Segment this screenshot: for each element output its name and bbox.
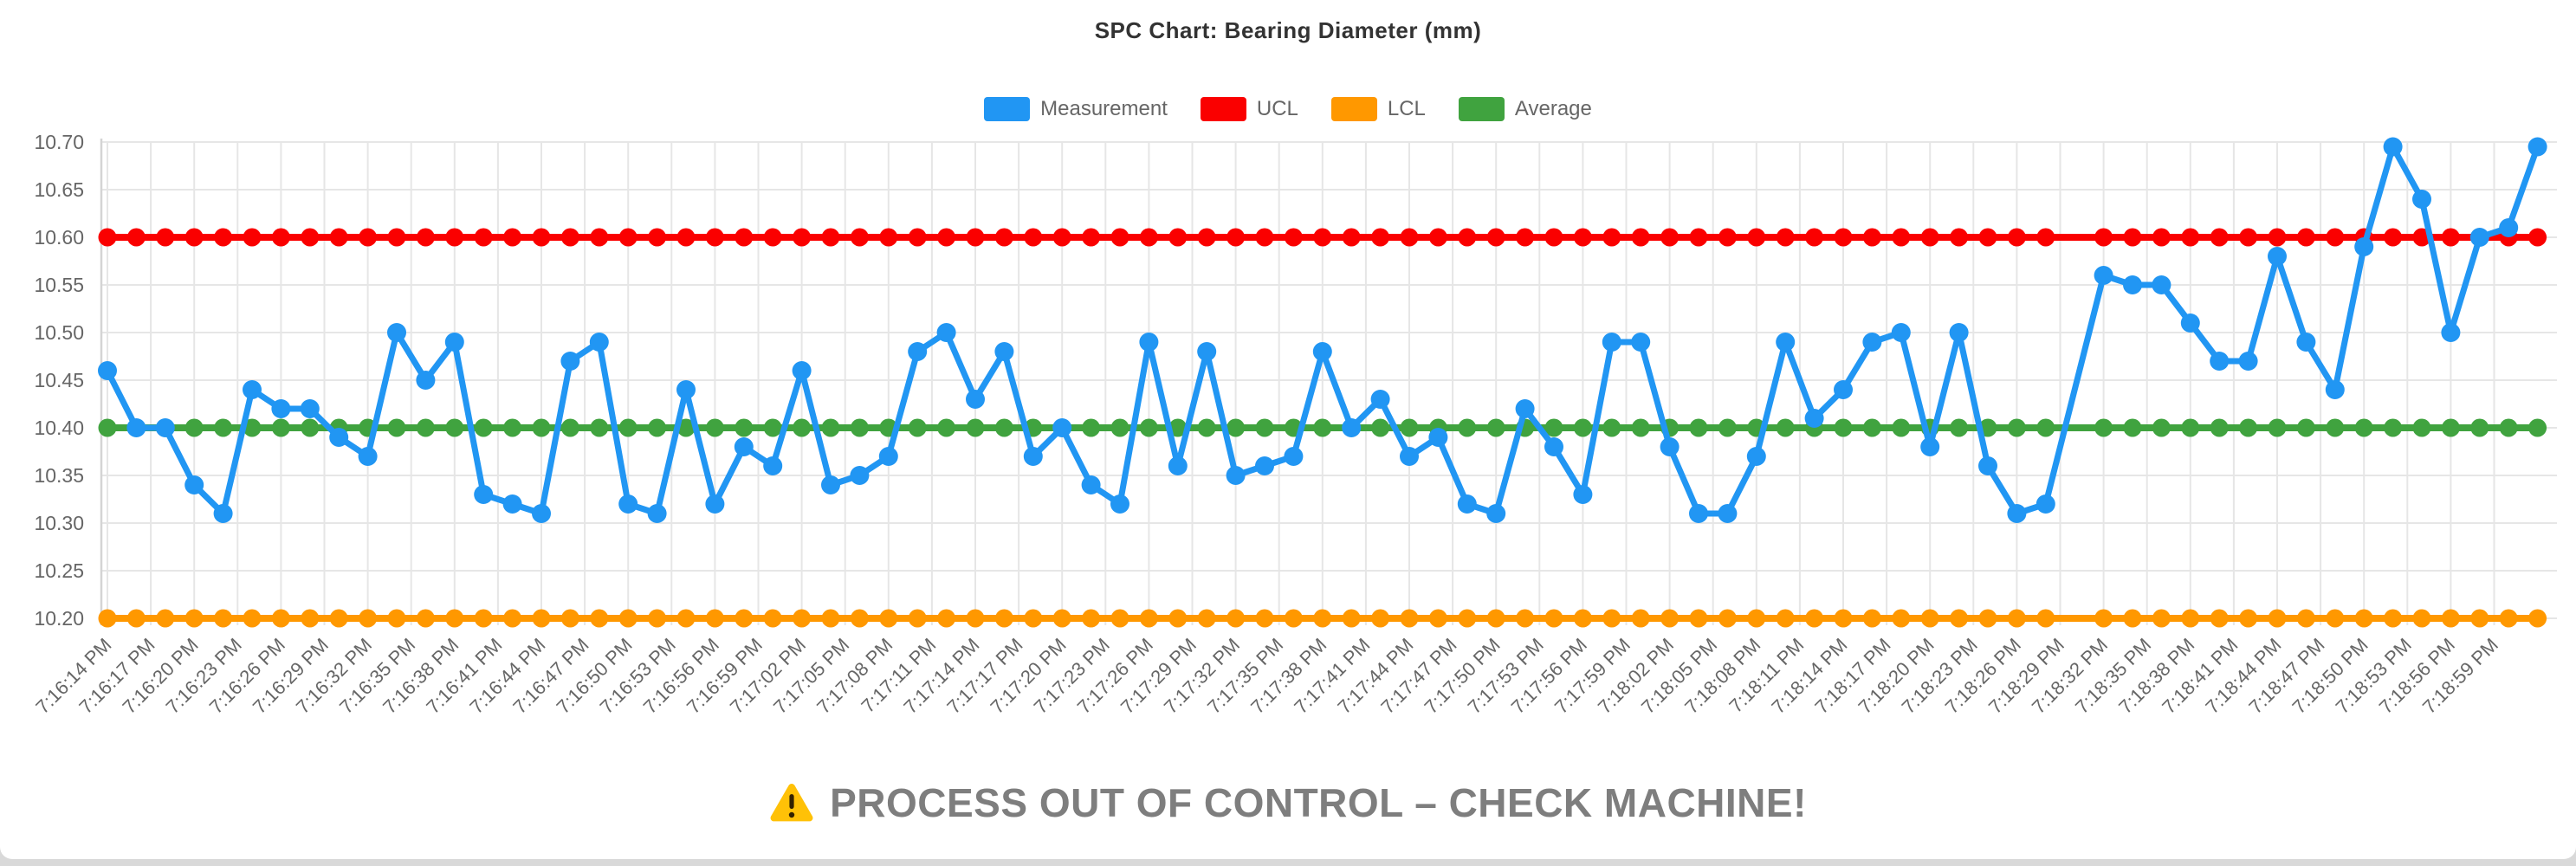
chart-title: SPC Chart: Bearing Diameter (mm) — [1094, 17, 1482, 43]
legend-label: Measurement — [1040, 97, 1168, 120]
chart-legend: Measurement UCL LCL Average — [0, 97, 2576, 121]
lcl-line — [98, 609, 2547, 628]
warning-banner: PROCESS OUT OF CONTROL – CHECK MACHINE! — [0, 779, 2576, 826]
svg-text:10.65: 10.65 — [34, 178, 84, 201]
spc-chart-canvas[interactable]: 10.20 10.25 10.30 10.35 10.40 10.45 10.50 10.55… — [0, 0, 2576, 762]
legend-swatch-icon — [984, 97, 1031, 121]
legend-swatch-icon — [1458, 97, 1505, 121]
x-axis-labels: 7:16:14 PM7:16:17 PM7:16:20 PM7:16:23 PM… — [31, 634, 2502, 718]
legend-item-measurement[interactable]: Measurement — [984, 97, 1168, 121]
legend-swatch-icon — [1200, 97, 1246, 121]
svg-text:10.55: 10.55 — [34, 274, 84, 296]
ucl-line — [98, 228, 2547, 247]
svg-text:10.45: 10.45 — [34, 369, 84, 391]
svg-text:10.70: 10.70 — [34, 131, 84, 153]
legend-label: LCL — [1387, 97, 1426, 120]
legend-item-average[interactable]: Average — [1458, 97, 1592, 121]
svg-text:10.35: 10.35 — [34, 464, 84, 487]
average-line — [98, 418, 2547, 437]
svg-text:10.30: 10.30 — [34, 512, 84, 534]
legend-label: UCL — [1256, 97, 1298, 120]
measurement-line — [98, 137, 2547, 523]
legend-label: Average — [1514, 97, 1592, 120]
svg-text:10.40: 10.40 — [34, 417, 84, 439]
y-axis-labels: 10.20 10.25 10.30 10.35 10.40 10.45 10.50 10.55… — [34, 131, 84, 630]
legend-item-lcl[interactable]: LCL — [1330, 97, 1426, 121]
legend-item-ucl[interactable]: UCL — [1200, 97, 1298, 121]
y-grid — [101, 141, 2557, 619]
svg-text:10.60: 10.60 — [34, 226, 84, 249]
legend-swatch-icon — [1330, 97, 1377, 121]
warning-triangle-icon — [769, 782, 814, 824]
svg-text:10.50: 10.50 — [34, 321, 84, 344]
svg-text:10.20: 10.20 — [34, 607, 84, 630]
svg-text:10.25: 10.25 — [34, 559, 84, 582]
warning-text: PROCESS OUT OF CONTROL – CHECK MACHINE! — [830, 780, 1807, 825]
